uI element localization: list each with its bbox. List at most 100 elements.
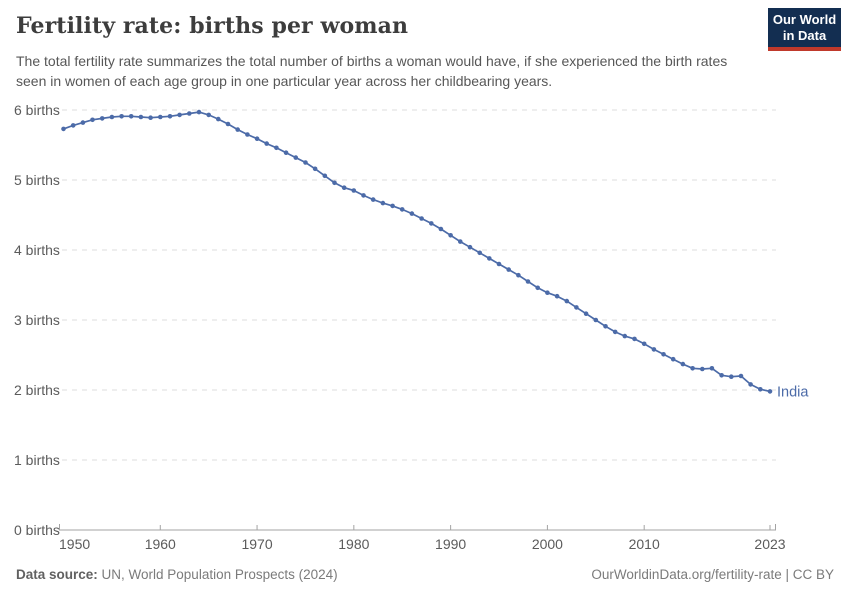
data-point (332, 180, 337, 186)
data-point (370, 197, 376, 202)
data-point (496, 261, 502, 267)
data-point (719, 373, 724, 378)
data-point (361, 193, 366, 198)
owid-logo-line2: in Data (782, 28, 827, 43)
data-point (254, 136, 260, 141)
data-point (138, 114, 144, 120)
data-point (487, 256, 492, 261)
data-point (661, 352, 666, 357)
data-point (680, 361, 686, 367)
data-point (235, 127, 240, 132)
x-axis-tick-label: 1980 (338, 536, 369, 552)
data-point (293, 155, 299, 160)
data-point (409, 211, 415, 216)
data-point (574, 305, 579, 310)
data-point (148, 115, 153, 120)
data-point (80, 120, 86, 125)
chart-footer: Data source: UN, World Population Prospe… (0, 567, 850, 582)
y-axis-tick-label: 0 births (14, 522, 60, 538)
data-point (196, 109, 202, 115)
data-point (448, 233, 453, 238)
data-point (90, 117, 95, 123)
data-point (651, 347, 657, 352)
data-point (158, 114, 163, 120)
data-point (748, 382, 753, 387)
data-point (429, 221, 434, 226)
data-point (274, 145, 279, 151)
data-point (758, 387, 763, 392)
data-point (70, 123, 76, 128)
data-point (525, 279, 531, 284)
y-axis-tick-label: 2 births (14, 382, 60, 398)
data-point (603, 324, 608, 329)
data-point (283, 150, 289, 155)
data-point (564, 298, 570, 304)
y-axis-tick-label: 6 births (14, 102, 60, 118)
data-point (622, 333, 628, 339)
x-axis-tick-label: 1990 (435, 536, 466, 552)
data-point (225, 121, 231, 127)
data-point (187, 111, 192, 116)
data-point (477, 250, 483, 256)
x-axis-tick-label: 1950 (59, 536, 90, 552)
chart-subtitle: The total fertility rate summarizes the … (16, 53, 728, 89)
data-point (399, 207, 405, 212)
data-point (729, 374, 734, 380)
data-point (322, 173, 328, 179)
data-point (419, 216, 424, 221)
data-point (583, 311, 589, 317)
data-point (438, 226, 444, 232)
data-point (390, 203, 395, 209)
data-point (99, 116, 105, 121)
series-end-label: India (777, 384, 809, 400)
data-point (545, 290, 550, 296)
owid-url-license-link[interactable]: OurWorldinData.org/fertility-rate | CC B… (591, 567, 834, 582)
data-point (206, 112, 211, 118)
data-point (312, 166, 318, 172)
data-point (264, 141, 270, 146)
data-point (690, 366, 695, 371)
x-axis-tick-label: 2023 (754, 536, 785, 552)
data-point (216, 116, 221, 122)
data-point (61, 126, 66, 132)
data-point (641, 341, 647, 347)
data-point (380, 200, 386, 206)
owid-logo[interactable]: Our World in Data (768, 8, 841, 51)
data-point (109, 114, 115, 120)
data-point (167, 114, 173, 119)
data-point (709, 366, 715, 371)
data-point (554, 293, 560, 299)
y-axis-tick-label: 4 births (14, 242, 60, 258)
data-point (177, 112, 182, 118)
data-point (467, 244, 473, 250)
page-title: Fertility rate: births per woman (16, 13, 409, 39)
data-point (128, 114, 134, 119)
x-axis-tick-label: 1960 (145, 536, 176, 552)
data-point (612, 329, 618, 335)
data-point (738, 373, 744, 379)
data-point (593, 317, 599, 323)
data-point (341, 185, 347, 190)
data-source-label: Data source: (16, 567, 98, 582)
data-point (767, 389, 773, 394)
data-point (351, 188, 357, 193)
y-axis-tick-label: 3 births (14, 312, 60, 328)
data-source-note: Data source: UN, World Population Prospe… (16, 567, 338, 582)
x-axis-tick-label: 2000 (532, 536, 563, 552)
y-axis-tick-label: 5 births (14, 172, 60, 188)
x-axis-tick-label: 1970 (241, 536, 272, 552)
data-point (670, 356, 676, 362)
x-axis-tick-label: 2010 (629, 536, 660, 552)
data-source-value: UN, World Population Prospects (2024) (97, 567, 338, 582)
y-axis-tick-label: 1 births (14, 452, 60, 468)
data-point (535, 285, 540, 291)
data-point (506, 267, 512, 272)
data-point (245, 132, 250, 137)
fertility-line (63, 111, 771, 393)
data-point (303, 160, 308, 165)
data-point (458, 239, 463, 244)
data-point (516, 272, 521, 278)
owid-logo-line1: Our World (772, 12, 837, 27)
data-point (700, 366, 705, 372)
